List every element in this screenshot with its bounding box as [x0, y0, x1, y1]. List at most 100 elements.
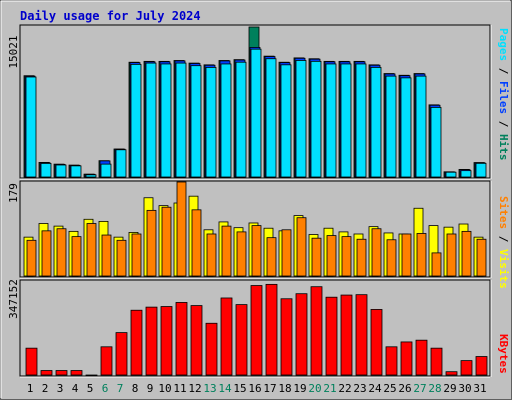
bar-sites-14 [221, 225, 232, 277]
bar-kbytes-15 [235, 304, 248, 376]
x-label-22: 22 [338, 382, 351, 395]
x-label-6: 6 [102, 382, 109, 395]
bar-sites-5 [86, 223, 97, 277]
bar-sites-15 [236, 231, 247, 277]
x-label-25: 25 [383, 382, 396, 395]
bar-pages-21 [325, 63, 337, 178]
x-label-8: 8 [132, 382, 139, 395]
bar-sites-30 [461, 230, 472, 277]
bar-sites-17 [266, 237, 277, 277]
legend-kbytes: KBytes [497, 334, 510, 374]
bar-pages-24 [370, 67, 382, 178]
x-label-18: 18 [278, 382, 291, 395]
bar-pages-29 [445, 171, 457, 178]
bar-kbytes-14 [220, 297, 233, 376]
bar-kbytes-30 [460, 360, 473, 376]
x-label-24: 24 [368, 382, 382, 395]
legend-pages: Pages [497, 28, 510, 61]
bar-pages-2 [40, 163, 52, 178]
bar-kbytes-26 [400, 341, 413, 376]
bar-sites-7 [116, 239, 127, 277]
bar-sites-3 [56, 228, 67, 277]
x-label-7: 7 [117, 382, 124, 395]
bar-pages-31 [475, 162, 487, 178]
bar-sites-29 [446, 233, 457, 277]
bar-sites-1 [26, 239, 37, 277]
x-axis-labels: 1 2 3 4 5 6 7 8 9 10 11 12 13 14 15 16 17 18 19 20 21 22 23 24 2… [27, 382, 487, 395]
bar-pages-8 [130, 63, 142, 178]
x-label-28: 28 [428, 382, 441, 395]
bar-kbytes-19 [295, 293, 308, 376]
x-label-17: 17 [263, 382, 276, 395]
bar-kbytes-11 [175, 302, 188, 376]
bar-pages-7 [115, 149, 127, 178]
bar-sites-12 [191, 209, 202, 277]
bar-pages-15 [235, 61, 247, 178]
x-label-19: 19 [293, 382, 306, 395]
panel-visits: 179 Sites / Visits [7, 180, 510, 289]
bar-pages-17 [265, 58, 277, 178]
bar-pages-25 [385, 75, 397, 178]
x-label-20: 20 [308, 382, 321, 395]
bar-sites-8 [131, 233, 142, 277]
bar-sites-4 [71, 236, 82, 277]
bar-kbytes-2 [40, 370, 53, 376]
bar-sites-21 [326, 235, 337, 277]
x-label-3: 3 [57, 382, 64, 395]
bar-pages-18 [280, 64, 292, 178]
chart-title: Daily usage for July 2024 [20, 9, 201, 23]
bar-pages-19 [295, 60, 307, 178]
bar-sites-24 [371, 228, 382, 277]
bar-pages-12 [190, 65, 202, 178]
x-label-27: 27 [413, 382, 426, 395]
panel-hits: 15021 Pages / Files / Hits [7, 24, 510, 180]
bar-kbytes-28 [430, 347, 443, 376]
bar-kbytes-3 [55, 370, 68, 376]
bars-hits [23, 26, 487, 178]
x-label-15: 15 [233, 382, 246, 395]
x-label-2: 2 [42, 382, 49, 395]
bar-sites-26 [401, 233, 412, 277]
x-label-30: 30 [458, 382, 471, 395]
bar-sites-20 [311, 237, 322, 277]
bar-kbytes-18 [280, 298, 293, 376]
y-tick-hits: 15021 [7, 35, 20, 68]
bar-kbytes-24 [370, 309, 383, 376]
bar-kbytes-1 [25, 347, 38, 376]
x-label-5: 5 [87, 382, 94, 395]
bar-kbytes-4 [70, 370, 83, 376]
x-label-23: 23 [353, 382, 366, 395]
y-tick-kbytes: 347152 [7, 279, 20, 319]
bar-kbytes-9 [145, 306, 158, 376]
x-label-31: 31 [473, 382, 486, 395]
bar-pages-3 [55, 164, 67, 178]
bar-sites-18 [281, 229, 292, 277]
bar-kbytes-12 [190, 305, 203, 376]
legend-files: Files [497, 81, 510, 114]
bar-pages-11 [175, 62, 187, 178]
bar-kbytes-5 [85, 374, 98, 376]
bar-pages-28 [430, 107, 442, 178]
bars-kbytes [25, 283, 488, 376]
bar-pages-1 [25, 76, 37, 178]
bar-kbytes-13 [205, 322, 218, 376]
x-label-10: 10 [158, 382, 171, 395]
bar-kbytes-6 [100, 346, 113, 376]
right-label-visits: Sites / Visits [497, 196, 510, 289]
x-label-4: 4 [72, 382, 79, 395]
bar-kbytes-7 [115, 332, 128, 376]
bar-sites-2 [41, 230, 52, 277]
bar-sites-22 [341, 236, 352, 277]
bar-pages-6 [100, 163, 112, 178]
bar-kbytes-20 [310, 286, 323, 376]
bar-kbytes-29 [445, 371, 458, 376]
bar-kbytes-8 [130, 309, 143, 376]
bar-sites-10 [161, 206, 172, 277]
y-tick-visits: 179 [7, 183, 20, 203]
bar-sites-16 [251, 225, 262, 277]
bar-kbytes-21 [325, 296, 338, 376]
bar-pages-5 [85, 174, 97, 178]
bar-pages-22 [340, 63, 352, 178]
legend-hits: Hits [497, 134, 510, 161]
bar-pages-9 [145, 62, 157, 178]
